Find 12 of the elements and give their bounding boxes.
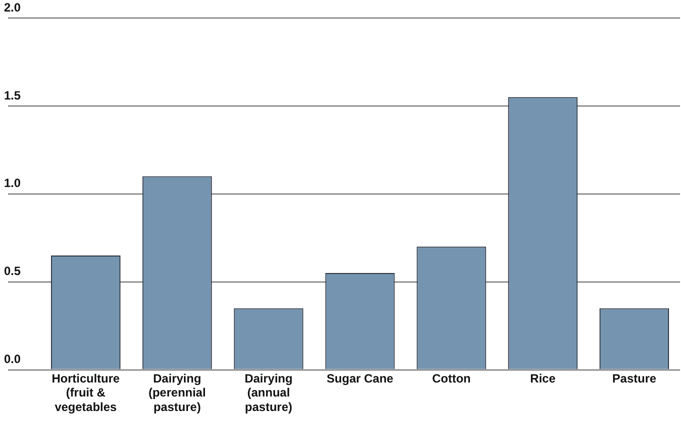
y-tick-label: 0.0 (4, 352, 22, 366)
x-tick-label: Dairying (annual pasture) (244, 371, 293, 414)
x-tick-label: Rice (530, 371, 556, 386)
y-tick-label: 2.0 (4, 0, 22, 14)
y-tick-label: 0.5 (4, 264, 22, 278)
y-tick-label: 1.5 (4, 88, 22, 102)
x-tick-label: Horticulture (fruit & vegetables (52, 371, 120, 414)
x-tick-label: Cotton (432, 371, 471, 386)
x-tick-label: Dairying (perennial pasture) (148, 371, 206, 414)
x-tick-label: Sugar Cane (326, 371, 394, 386)
y-tick-label: 1.0 (4, 176, 22, 190)
x-tick-label: Pasture (612, 371, 657, 386)
